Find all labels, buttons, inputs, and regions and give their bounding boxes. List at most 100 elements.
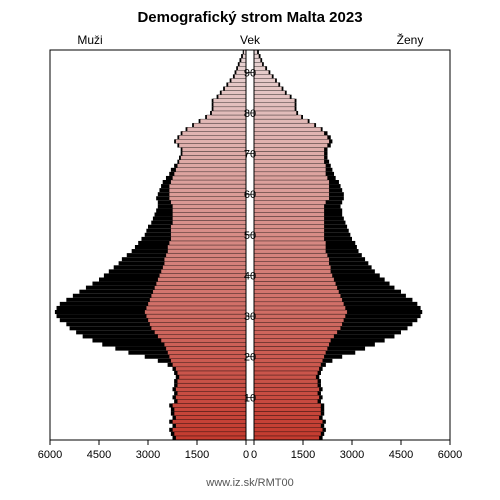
female-native-bar [254, 135, 328, 139]
female-native-bar [254, 379, 318, 383]
female-native-bar [254, 95, 290, 99]
female-native-bar [254, 213, 324, 217]
male-native-bar [213, 99, 246, 103]
male-native-bar [177, 371, 246, 375]
male-native-bar [182, 148, 246, 152]
male-native-bar [161, 338, 246, 342]
female-native-bar [254, 99, 295, 103]
male-native-bar [179, 375, 246, 379]
female-native-bar [254, 111, 296, 115]
female-native-bar [254, 229, 324, 233]
male-native-bar [156, 282, 246, 286]
female-native-bar [254, 282, 336, 286]
female-native-bar [254, 139, 329, 143]
female-native-bar [254, 253, 328, 257]
male-native-bar [155, 286, 246, 290]
male-native-bar [176, 387, 246, 391]
female-native-bar [254, 204, 324, 208]
male-native-bar [200, 119, 246, 123]
male-native-bar [177, 383, 246, 387]
male-native-bar [177, 164, 246, 168]
x-tick-label-left: 3000 [136, 449, 160, 461]
x-tick-label-right: 0 [251, 449, 257, 461]
female-native-bar [254, 83, 279, 87]
male-native-bar [176, 424, 246, 428]
x-tick-label-left: 0 [243, 449, 249, 461]
female-native-bar [254, 160, 324, 164]
female-native-bar [254, 241, 326, 245]
female-native-bar [254, 184, 329, 188]
female-native-bar [254, 273, 332, 277]
male-native-bar [176, 168, 246, 172]
source-text: www.iz.sk/RMT00 [205, 477, 293, 489]
female-native-bar [254, 217, 324, 221]
female-native-bar [254, 164, 326, 168]
female-native-bar [254, 269, 331, 273]
female-native-bar [254, 257, 329, 261]
female-native-bar [254, 152, 324, 156]
male-native-bar [171, 237, 246, 241]
female-native-bar [254, 375, 316, 379]
female-native-bar [254, 148, 324, 152]
male-native-bar [169, 196, 246, 200]
female-native-bar [254, 367, 319, 371]
male-native-bar [164, 261, 246, 265]
right-side-label: Ženy [397, 32, 424, 47]
male-native-bar [179, 135, 246, 139]
female-native-bar [254, 103, 295, 107]
male-native-bar [174, 412, 246, 416]
male-native-bar [179, 160, 246, 164]
female-native-bar [254, 302, 344, 306]
left-side-label: Muži [77, 33, 102, 47]
female-native-bar [254, 286, 337, 290]
male-native-bar [148, 302, 246, 306]
female-native-bar [254, 403, 321, 407]
chart-title: Demografický strom Malta 2023 [137, 9, 362, 26]
x-tick-label-left: 4500 [87, 449, 111, 461]
female-native-bar [254, 87, 282, 91]
x-tick-label-right: 6000 [438, 449, 462, 461]
male-native-bar [177, 379, 246, 383]
female-native-bar [254, 91, 285, 95]
x-tick-label-left: 1500 [185, 449, 209, 461]
female-native-bar [254, 74, 272, 78]
male-native-bar [174, 172, 246, 176]
male-native-bar [173, 213, 247, 217]
population-pyramid-chart: Demografický strom Malta 2023 Muži Vek Ženy… [0, 0, 500, 500]
x-tick-label-right: 3000 [340, 449, 364, 461]
male-native-bar [179, 143, 246, 147]
female-native-bar [254, 412, 321, 416]
female-native-bar [254, 261, 329, 265]
female-native-bar [254, 123, 314, 127]
male-native-bar [161, 269, 246, 273]
male-native-bar [241, 58, 246, 62]
female-native-bar [254, 436, 319, 440]
male-native-bar [213, 107, 246, 111]
male-native-bar [159, 273, 246, 277]
female-native-bar [254, 424, 321, 428]
male-native-bar [228, 83, 246, 87]
female-native-bar [254, 168, 326, 172]
male-native-bar [168, 245, 246, 249]
male-native-bar [166, 347, 246, 351]
male-native-bar [150, 298, 246, 302]
male-native-bar [171, 233, 246, 237]
center-axis-label: Vek [240, 33, 261, 47]
male-native-bar [176, 395, 246, 399]
male-native-bar [171, 225, 246, 229]
female-native-bar [254, 233, 324, 237]
female-native-bar [254, 351, 326, 355]
male-native-bar [150, 322, 246, 326]
male-native-bar [174, 408, 246, 412]
male-native-bar [169, 355, 246, 359]
female-native-bar [254, 322, 342, 326]
female-native-bar [254, 359, 323, 363]
male-native-bar [173, 420, 247, 424]
female-native-bar [254, 334, 334, 338]
female-native-bar [254, 192, 329, 196]
male-native-bar [146, 306, 246, 310]
male-native-bar [153, 290, 246, 294]
female-native-bar [254, 428, 323, 432]
male-native-bar [218, 95, 246, 99]
female-native-bar [254, 180, 329, 184]
